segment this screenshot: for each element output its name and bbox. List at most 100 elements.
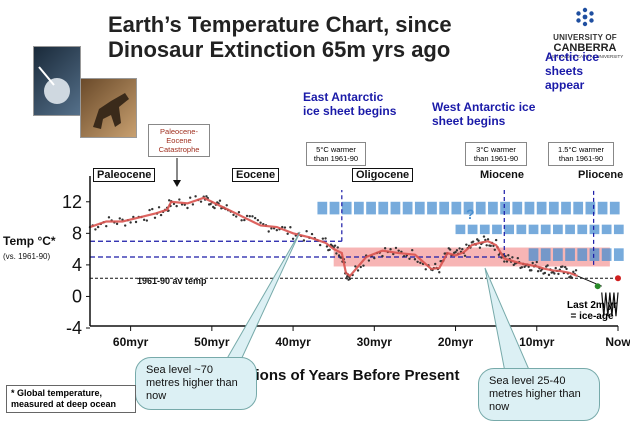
data-point: [145, 219, 149, 222]
data-point: [535, 260, 538, 264]
data-point: [543, 271, 547, 275]
data-point: [489, 244, 492, 248]
epoch-oligocene: Oligocene: [352, 168, 414, 182]
sea-level-bubble-left: Sea level ~70 metres higher than now: [135, 357, 257, 410]
data-point: [458, 247, 461, 250]
epoch-eocene: Eocene: [232, 168, 280, 182]
data-point: [225, 204, 228, 207]
x-tick-label: 40myr: [275, 335, 311, 349]
chart-title: Earth’s Temperature Chart, since Dinosau…: [108, 12, 508, 62]
ice-stripe: [561, 201, 571, 215]
data-point: [159, 213, 163, 217]
data-point: [248, 215, 251, 218]
data-point: [394, 246, 398, 250]
data-point: [321, 237, 325, 240]
data-point: [497, 253, 501, 256]
bubble-right-text: Sea level 25-40 metres higher than now: [489, 375, 581, 413]
data-point: [527, 265, 530, 268]
data-point: [305, 230, 308, 233]
data-point: [438, 271, 441, 274]
university-logo: UNIVERSITY OF CANBERRA AUSTRALIA'S CAPIT…: [545, 6, 625, 59]
ice-stripe: [589, 248, 600, 261]
y-tick-label: 4: [72, 255, 82, 275]
bubble-right-pointer: [484, 267, 531, 373]
data-point: [178, 198, 181, 201]
data-point: [188, 196, 192, 199]
book-cover-image: [33, 46, 81, 116]
data-point: [256, 218, 260, 222]
ice-age-oscillation: [601, 292, 619, 317]
data-point: [507, 254, 510, 257]
data-point: [107, 216, 111, 219]
ice-stripe: [565, 224, 575, 235]
data-point: [463, 254, 467, 257]
title-line-2: Dinosaur Extinction 65m yrs ago: [108, 37, 451, 62]
data-point: [251, 215, 254, 218]
data-point: [134, 220, 138, 224]
data-point: [205, 195, 208, 198]
ice-stripe: [488, 201, 498, 215]
data-point: [324, 237, 327, 240]
data-point: [199, 200, 203, 203]
data-point: [424, 268, 427, 271]
data-point: [348, 277, 352, 281]
data-point: [335, 252, 338, 255]
data-point: [503, 260, 506, 263]
data-point: [302, 239, 306, 242]
ice-stripe: [467, 224, 478, 235]
logo-line-2: CANBERRA: [553, 42, 617, 54]
data-point: [336, 246, 339, 249]
data-point: [493, 248, 496, 251]
data-point: [565, 267, 568, 271]
data-point: [275, 228, 279, 232]
ice-stripe: [573, 201, 584, 215]
dinosaur-image: [80, 78, 137, 138]
data-point: [345, 277, 348, 280]
ice-stripe: [577, 224, 588, 235]
data-point: [240, 219, 243, 222]
bubble-left-text: Sea level ~70 metres higher than now: [146, 364, 238, 402]
data-point: [397, 249, 400, 252]
ice-stripe: [536, 201, 547, 215]
data-point: [546, 264, 549, 267]
ice-stripe: [601, 224, 612, 235]
data-point: [356, 269, 360, 272]
ice-stripe: [609, 201, 620, 215]
data-point: [267, 230, 270, 233]
data-point: [289, 226, 292, 229]
data-point: [186, 206, 189, 210]
x-tick-label: 30myr: [357, 335, 393, 349]
ice-stripe: [528, 248, 539, 261]
data-point: [333, 244, 337, 247]
ice-stripe: [553, 248, 563, 261]
data-point: [157, 206, 161, 209]
data-point: [218, 199, 222, 202]
data-point: [572, 270, 575, 274]
petm-arrowhead: [173, 180, 181, 187]
ice-stripe: [451, 201, 462, 215]
east-antarctic-warm-text: 5°C warmer than 1961-90: [313, 145, 359, 163]
ice-stripe: [589, 224, 600, 235]
data-point: [485, 244, 488, 247]
ice-stripe: [504, 224, 515, 235]
petm-label: Paleocene-Eocene Catastrophe: [158, 127, 200, 154]
data-point: [511, 256, 514, 259]
data-point: [209, 202, 212, 206]
west-antarctic-label: West Antarctic ice sheet begins: [432, 100, 542, 128]
data-point: [553, 272, 556, 275]
ice-stripe: [528, 224, 539, 235]
ice-stripe: [585, 201, 596, 215]
ice-stripe: [577, 248, 588, 261]
data-point: [536, 270, 540, 273]
x-tick-label: 10myr: [519, 335, 555, 349]
data-point: [94, 228, 97, 231]
data-point: [486, 238, 490, 241]
data-point: [124, 224, 127, 227]
ice-stripe: [390, 201, 401, 215]
data-point: [168, 199, 171, 202]
data-point: [413, 258, 417, 261]
ice-stripe: [366, 201, 376, 215]
east-antarctic-text: East Antarctic ice sheet begins: [303, 90, 397, 118]
data-point: [318, 243, 322, 247]
